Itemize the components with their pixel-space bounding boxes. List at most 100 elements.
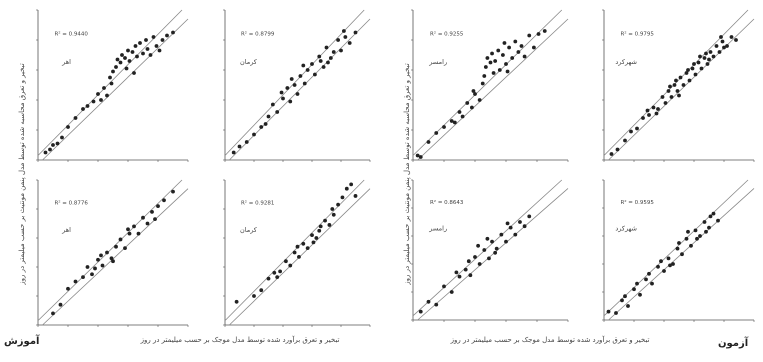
station-label-1: کرمان xyxy=(240,58,258,66)
point-0-7 xyxy=(81,107,85,111)
point-2-27 xyxy=(527,33,532,38)
point-3-12 xyxy=(669,95,674,99)
point-2-11 xyxy=(480,81,485,86)
r2-label-2: R² = 0.9255 xyxy=(430,31,464,38)
point-4-0 xyxy=(51,311,55,316)
point-0-30 xyxy=(148,53,153,57)
point-7-19 xyxy=(707,225,711,230)
point-2-6 xyxy=(460,114,465,119)
point-0-3 xyxy=(55,141,60,146)
point-6-8 xyxy=(473,255,477,259)
point-0-24 xyxy=(133,44,138,48)
point-3-9 xyxy=(660,95,665,99)
xlabel-left: تبخیر و تعرق برآورد شده توسط مدل موجک بر… xyxy=(140,336,340,344)
point-2-18 xyxy=(497,68,502,72)
point-0-29 xyxy=(145,47,150,51)
point-1-2 xyxy=(244,140,249,144)
point-5-10 xyxy=(301,241,306,246)
point-6-26 xyxy=(505,221,510,226)
point-5-25 xyxy=(330,207,335,211)
point-1-31 xyxy=(318,59,323,63)
point-7-28 xyxy=(686,229,690,234)
point-3-23 xyxy=(702,56,707,60)
point-3-14 xyxy=(675,89,680,93)
point-2-15 xyxy=(490,51,494,56)
point-4-18 xyxy=(145,221,150,226)
point-0-37 xyxy=(132,71,136,75)
point-0-11 xyxy=(99,98,103,102)
r2-label-6: R² = 0.8643 xyxy=(430,199,464,206)
point-1-14 xyxy=(302,81,307,86)
point-4-21 xyxy=(162,198,166,203)
point-7-26 xyxy=(635,281,639,286)
point-1-34 xyxy=(263,122,268,126)
point-6-2 xyxy=(434,302,439,307)
point-4-1 xyxy=(58,302,63,307)
station-label-4: اهر xyxy=(61,226,71,234)
point-5-9 xyxy=(297,254,301,259)
point-7-16 xyxy=(693,228,698,233)
point-1-19 xyxy=(321,65,326,69)
point-6-19 xyxy=(522,224,527,229)
point-5-20 xyxy=(344,186,349,191)
point-2-12 xyxy=(483,65,488,69)
point-7-22 xyxy=(668,263,672,268)
point-5-11 xyxy=(305,246,310,251)
point-6-18 xyxy=(518,220,522,224)
point-1-1 xyxy=(237,144,242,149)
point-7-20 xyxy=(711,211,716,216)
point-2-7 xyxy=(465,101,470,105)
point-3-35 xyxy=(698,54,702,59)
point-4-2 xyxy=(66,286,70,291)
point-2-30 xyxy=(542,29,547,33)
point-2-2 xyxy=(434,131,439,135)
section-label-test: آزمون xyxy=(718,338,749,349)
point-3-16 xyxy=(681,83,686,87)
point-3-19 xyxy=(690,66,695,71)
ylabel-left: تبخیر و تعرق محاسبه شده توسط مدل پنمن مو… xyxy=(18,63,26,285)
point-1-32 xyxy=(326,60,330,65)
point-7-15 xyxy=(689,243,693,248)
point-5-22 xyxy=(353,194,358,198)
point-1-15 xyxy=(305,68,310,72)
identity-line-1 xyxy=(229,18,371,161)
point-5-15 xyxy=(323,218,327,223)
point-2-23 xyxy=(513,39,518,44)
point-1-8 xyxy=(281,96,285,101)
point-4-14 xyxy=(127,231,132,236)
section-label-train: آموزش xyxy=(4,336,40,347)
point-1-7 xyxy=(275,110,280,114)
point-4-9 xyxy=(105,250,109,255)
point-7-10 xyxy=(666,256,671,261)
point-7-14 xyxy=(684,236,689,241)
point-3-13 xyxy=(672,83,677,87)
point-4-6 xyxy=(90,272,94,277)
point-3-43 xyxy=(704,51,708,56)
point-7-8 xyxy=(656,264,660,269)
point-5-18 xyxy=(336,202,340,207)
point-0-12 xyxy=(102,86,106,90)
point-1-0 xyxy=(231,150,236,155)
point-6-22 xyxy=(485,236,490,241)
point-7-6 xyxy=(644,277,648,282)
point-1-11 xyxy=(292,83,297,87)
point-3-0 xyxy=(609,152,614,156)
point-2-22 xyxy=(510,56,515,60)
point-5-5 xyxy=(278,269,282,274)
point-4-19 xyxy=(150,210,154,214)
point-1-20 xyxy=(324,45,329,50)
point-2-34 xyxy=(502,41,507,45)
point-3-41 xyxy=(645,108,650,113)
point-4-13 xyxy=(123,246,127,251)
point-0-20 xyxy=(123,56,127,60)
point-0-4 xyxy=(60,135,64,140)
point-2-37 xyxy=(426,140,431,144)
point-0-23 xyxy=(130,50,135,54)
point-6-5 xyxy=(457,274,462,279)
point-2-20 xyxy=(504,62,508,66)
point-5-21 xyxy=(349,182,354,187)
point-1-33 xyxy=(342,29,346,33)
point-0-22 xyxy=(127,59,132,63)
point-3-20 xyxy=(693,72,698,77)
point-5-23 xyxy=(295,244,300,249)
